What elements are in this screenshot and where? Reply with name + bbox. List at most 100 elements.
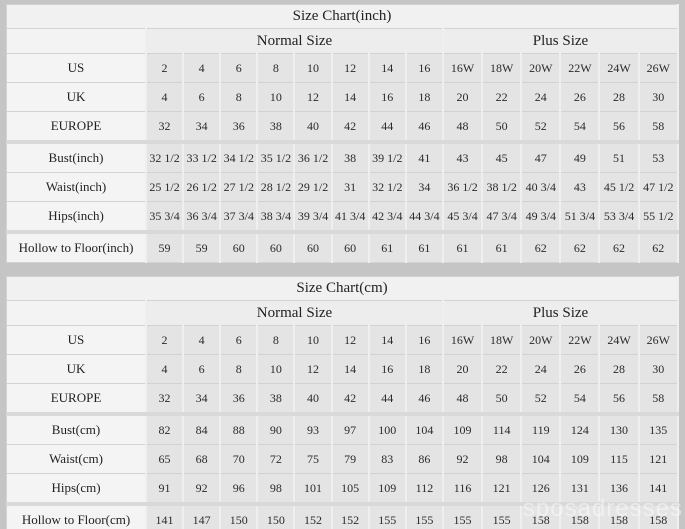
- size-cell: 56: [598, 383, 640, 415]
- size-cell: 32 1/2: [368, 172, 407, 202]
- size-cell: 14: [368, 53, 407, 83]
- size-cell: 8: [256, 325, 296, 355]
- size-cell: 24W: [598, 325, 640, 355]
- group-header-plus: Plus Size: [442, 28, 680, 54]
- row-label: US: [5, 53, 147, 83]
- size-cell: 8: [256, 53, 296, 83]
- size-cell: 115: [598, 444, 640, 474]
- size-cell: 51 3/4: [559, 201, 601, 233]
- size-cell: 88: [219, 412, 259, 445]
- size-cell: 50: [481, 383, 523, 415]
- size-cell: 61: [368, 230, 407, 263]
- size-chart-inch-table: Size Chart(inch) Normal Size Plus Size U…: [5, 4, 680, 263]
- size-cell: 44 3/4: [405, 201, 444, 233]
- size-cell: 36 1/2: [442, 172, 484, 202]
- table-row: EUROPE 32 34 36 38 40 42 44 46 48 50 52 54 56 58: [5, 111, 680, 143]
- size-cell: 52: [520, 111, 562, 143]
- size-cell: 158: [559, 502, 601, 529]
- size-cell: 141: [638, 473, 680, 505]
- size-cell: 34: [405, 172, 444, 202]
- size-cell: 104: [405, 412, 444, 445]
- table-row: US 2 4 6 8 10 12 14 16 16W 18W 20W 22W 24W 26W: [5, 53, 680, 83]
- table-row: UK 4 6 8 10 12 14 16 18 20 22 24 26 28 30: [5, 354, 680, 384]
- row-label: Hips(cm): [5, 473, 147, 505]
- size-cell: 60: [331, 230, 370, 263]
- row-label: Waist(inch): [5, 172, 147, 202]
- size-cell: 4: [145, 354, 185, 384]
- size-cell: 14: [331, 354, 370, 384]
- size-cell: 49 3/4: [520, 201, 562, 233]
- size-cell: 53 3/4: [598, 201, 640, 233]
- size-cell: 47 3/4: [481, 201, 523, 233]
- size-cell: 50: [481, 111, 523, 143]
- size-cell: 47 1/2: [638, 172, 680, 202]
- size-cell: 112: [405, 473, 444, 505]
- size-cell: 36 3/4: [182, 201, 222, 233]
- size-cell: 8: [219, 82, 259, 112]
- size-cell: 92: [442, 444, 484, 474]
- size-cell: 47: [520, 140, 562, 173]
- table-row: Hips(cm) 91 92 96 98 101 105 109 112 116 121 126 131…: [5, 473, 680, 505]
- size-cell: 20: [442, 354, 484, 384]
- size-cell: 26 1/2: [182, 172, 222, 202]
- group-header-row: Normal Size Plus Size: [5, 28, 680, 54]
- size-cell: 53: [638, 140, 680, 173]
- size-cell: 96: [219, 473, 259, 505]
- size-cell: 147: [182, 502, 222, 529]
- size-cell: 44: [368, 383, 407, 415]
- size-cell: 52: [520, 383, 562, 415]
- corner-cell: [5, 28, 147, 54]
- size-cell: 105: [331, 473, 370, 505]
- size-cell: 2: [145, 53, 185, 83]
- size-cell: 44: [368, 111, 407, 143]
- size-cell: 2: [145, 325, 185, 355]
- size-cell: 38: [331, 140, 370, 173]
- table-row: Bust(inch) 32 1/2 33 1/2 34 1/2 35 1/2 36 1/2…: [5, 140, 680, 173]
- size-cell: 35 1/2: [256, 140, 296, 173]
- size-cell: 62: [638, 230, 680, 263]
- size-cell: 22W: [559, 325, 601, 355]
- size-cell: 29 1/2: [293, 172, 333, 202]
- size-cell: 68: [182, 444, 222, 474]
- size-cell: 31: [331, 172, 370, 202]
- size-cell: 152: [293, 502, 333, 529]
- size-cell: 18: [405, 82, 444, 112]
- size-cell: 16: [405, 325, 444, 355]
- table-row: EUROPE 32 34 36 38 40 42 44 46 48 50 52 54 56 58: [5, 383, 680, 415]
- size-cell: 86: [405, 444, 444, 474]
- title-row: Size Chart(cm): [6, 276, 679, 301]
- size-cell: 150: [256, 502, 296, 529]
- size-cell: 12: [331, 325, 370, 355]
- size-cell: 41: [405, 140, 444, 173]
- size-cell: 6: [182, 354, 222, 384]
- size-cell: 109: [559, 444, 601, 474]
- size-cell: 32 1/2: [145, 140, 185, 173]
- size-cell: 60: [219, 230, 259, 263]
- size-cell: 59: [182, 230, 222, 263]
- size-cell: 22: [481, 354, 523, 384]
- size-cell: 124: [559, 412, 601, 445]
- size-cell: 61: [481, 230, 523, 263]
- table-title: Size Chart(inch): [6, 4, 679, 29]
- size-cell: 48: [442, 383, 484, 415]
- size-cell: 16W: [442, 325, 484, 355]
- size-cell: 98: [481, 444, 523, 474]
- row-label: UK: [5, 82, 147, 112]
- size-cell: 100: [368, 412, 407, 445]
- size-cell: 65: [145, 444, 185, 474]
- size-cell: 97: [331, 412, 370, 445]
- size-cell: 39 3/4: [293, 201, 333, 233]
- size-cell: 49: [559, 140, 601, 173]
- size-cell: 4: [182, 325, 222, 355]
- size-cell: 45 3/4: [442, 201, 484, 233]
- size-cell: 32: [145, 383, 185, 415]
- row-label: Hollow to Floor(cm): [5, 502, 147, 529]
- size-cell: 14: [368, 325, 407, 355]
- size-cell: 84: [182, 412, 222, 445]
- row-label: EUROPE: [5, 383, 147, 415]
- size-cell: 34: [182, 383, 222, 415]
- size-cell: 26: [559, 82, 601, 112]
- table-row: Hollow to Floor(cm) 141 147 150 150 152 152 155…: [5, 502, 680, 529]
- size-cell: 150: [219, 502, 259, 529]
